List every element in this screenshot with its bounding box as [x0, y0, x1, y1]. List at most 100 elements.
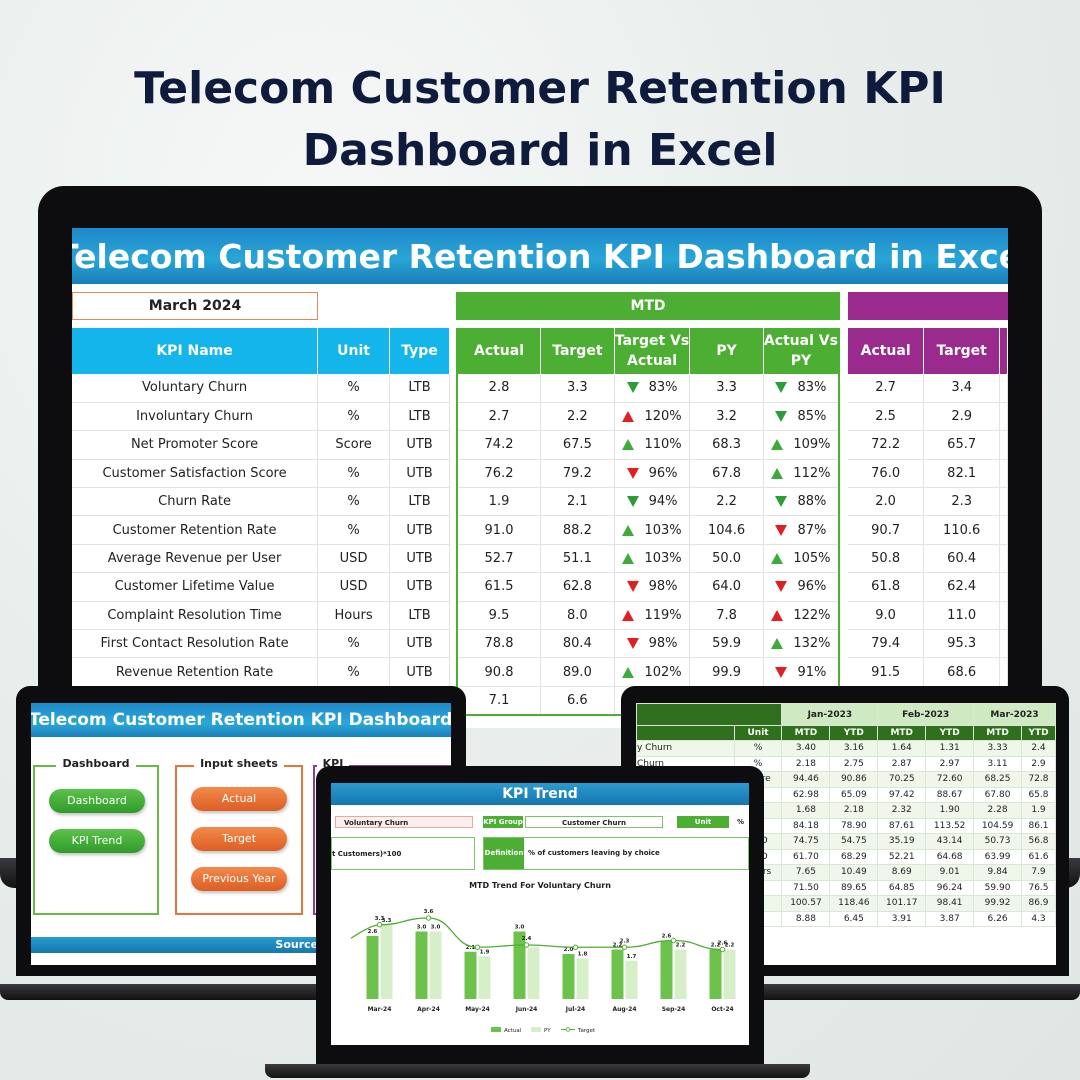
data-value-cell: 2.75: [829, 755, 879, 772]
actual-vs-py-cell-value: 112%: [793, 465, 831, 481]
down-arrow-icon: [775, 382, 788, 394]
py-cell: 2.2: [689, 487, 764, 517]
legend-py-swatch: [531, 1027, 541, 1032]
data-value-cell: 88.67: [925, 786, 975, 803]
data-value-cell: 2.18: [829, 802, 879, 819]
kpi-row: Involuntary Churn% LTB: [72, 402, 450, 432]
kpi-name-cell: Customer Lifetime Value: [72, 572, 319, 602]
actual-vs-py-cell: 109%: [763, 430, 840, 460]
down-arrow-icon: [626, 467, 639, 479]
dashboard-button[interactable]: Dashboard: [49, 789, 145, 813]
ytd-subheader-2: YTD: [925, 725, 975, 741]
mtd-trend-chart: 2.6 3.3 Mar-24 3.0 3.0 Apr-24 2.1 1.9 May-24 3.0 J…: [350, 909, 736, 1034]
data-value-cell: 72.8: [1021, 771, 1056, 788]
kpi-name-dropdown[interactable]: Voluntary Churn: [335, 816, 473, 828]
mtd-actual-cell: 7.1: [457, 686, 542, 716]
up-arrow-icon: [622, 524, 635, 536]
dashboard-banner-text: Telecom Customer Retention KPI Dashboard…: [72, 237, 1008, 276]
mtd-target-cell: 80.4: [540, 629, 615, 659]
mtd-target-cell: 79.2: [540, 459, 615, 489]
kpi-name-cell: Average Revenue per User: [72, 544, 319, 574]
actual-vs-py-cell-value: 87%: [797, 522, 827, 538]
kpi-row: Net Promoter Score Score UTB: [72, 430, 450, 460]
ytd-extra-cell: [999, 487, 1008, 517]
actual-bar: [562, 954, 575, 999]
ytd-actual-cell: 50.8: [848, 544, 925, 574]
ytd-target-cell: 82.1: [923, 459, 1001, 489]
dashboard-banner: Telecom Customer Retention KPI Dashboard…: [72, 228, 1008, 284]
mtd-row: 78.8 80.4 98% 59.9 132%: [457, 629, 840, 659]
definition-text: % of customers leaving by choice: [528, 849, 660, 857]
up-arrow-icon: [622, 439, 635, 451]
unit-cell: USD: [317, 572, 391, 602]
ytd-row: 9.0 11.0: [848, 601, 1008, 631]
unit-cell: %: [317, 629, 391, 659]
mtd-target-cell: 51.1: [540, 544, 615, 574]
target-point: [376, 922, 383, 928]
actual-data-label: 2.6: [662, 934, 672, 940]
formula-box: t Customers)*100: [331, 837, 475, 870]
target-vs-actual-cell-value: 98%: [648, 579, 678, 595]
unit-label: Unit: [677, 816, 729, 828]
mtd-target-cell: 2.1: [540, 487, 615, 517]
data-value-cell: 86.1: [1021, 817, 1056, 834]
type-cell: UTB: [389, 459, 450, 489]
target-point: [523, 942, 530, 948]
data-value-cell: 2.9: [1021, 755, 1056, 772]
target-vs-actual-cell-value: 103%: [644, 551, 682, 567]
ytd-row: 79.4 95.3: [848, 629, 1008, 659]
data-value-cell: 7.9: [1021, 864, 1056, 881]
actual-bar: [660, 940, 673, 999]
data-value-cell: 50.73: [973, 833, 1023, 850]
ytd-table: Actual Target 2.7 3.4 2.5 2.9 72.2 65.7 76.0 82…: [848, 328, 1008, 716]
actual-vs-py-cell-value: 83%: [797, 380, 827, 396]
actual-vs-py-cell: 122%: [763, 601, 840, 631]
x-tick-label: Jun-24: [515, 1006, 538, 1013]
py-bar: [527, 947, 540, 999]
mtd-row: 74.2 67.5 110% 68.3 109%: [457, 430, 840, 460]
mtd-target-cell: 67.5: [540, 430, 615, 460]
ytd-row: 2.5 2.9: [848, 402, 1008, 432]
actual-data-label: 3.0: [515, 925, 525, 931]
month-header-2: Feb-2023: [877, 703, 975, 726]
mtd-subheader-3: MTD: [973, 725, 1023, 741]
data-value-cell: 54.75: [829, 833, 879, 850]
x-tick-label: Oct-24: [711, 1006, 733, 1013]
type-cell: LTB: [389, 374, 450, 403]
target-vs-actual-cell-value: 110%: [644, 437, 682, 453]
mtd-target-cell: 3.3: [540, 374, 615, 403]
main-dashboard-screen: Telecom Customer Retention KPI Dashboard…: [72, 228, 1008, 728]
previous-year-button[interactable]: Previous Year: [191, 867, 287, 891]
mtd-subheader-1: MTD: [781, 725, 831, 741]
target-point: [621, 944, 628, 950]
actual-bar: [464, 951, 477, 999]
ytd-row: 61.8 62.4: [848, 572, 1008, 602]
ytd-extra-cell: [999, 544, 1008, 574]
mtd-actual-cell: 78.8: [457, 629, 542, 659]
unit-value: %: [737, 818, 745, 826]
target-button[interactable]: Target: [191, 827, 287, 851]
kpi-trend-button[interactable]: KPI Trend: [49, 829, 145, 853]
actual-bar: [513, 931, 526, 999]
ytd-extra-cell: [999, 629, 1008, 659]
month-selector[interactable]: March 2024: [72, 292, 318, 320]
ytd-row: 2.0 2.3: [848, 487, 1008, 517]
ytd-subheader-3: YTD: [1021, 725, 1056, 741]
actual-button[interactable]: Actual: [191, 787, 287, 811]
py-bar: [723, 949, 736, 999]
actual-data-label: 2.1: [466, 945, 476, 951]
down-arrow-icon: [775, 524, 788, 536]
data-value-cell: 9.84: [973, 864, 1023, 881]
py-cell: 7.8: [689, 601, 764, 631]
py-bar: [674, 949, 687, 999]
data-value-cell: 1.9: [1021, 802, 1056, 819]
actual-vs-py-cell-value: 91%: [797, 664, 827, 680]
data-value-cell: 56.8: [1021, 833, 1056, 850]
data-value-cell: 64.68: [925, 848, 975, 865]
type-cell: UTB: [389, 657, 450, 687]
ytd-row: 91.5 68.6: [848, 657, 1008, 687]
header-unit: Unit: [317, 328, 391, 374]
ytd-target-cell: 62.4: [923, 572, 1001, 602]
definition-box: Definition % of customers leaving by cho…: [483, 837, 749, 870]
header-mtd-target: Target: [540, 328, 615, 374]
